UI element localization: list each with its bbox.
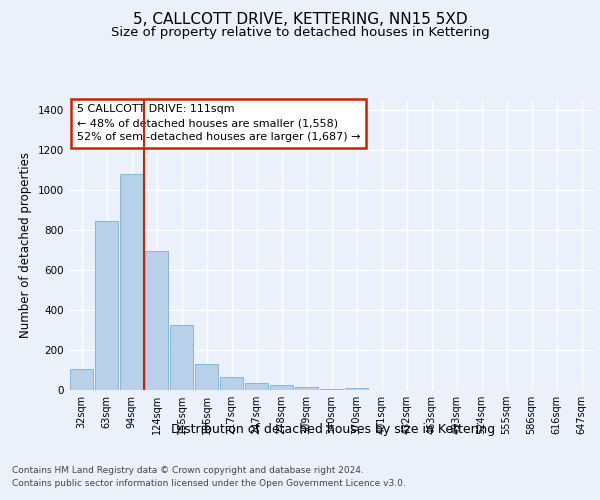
- Bar: [120, 174, 143, 390]
- Bar: [345, 388, 368, 390]
- Bar: [220, 377, 243, 390]
- Text: 5 CALLCOTT DRIVE: 111sqm
← 48% of detached houses are smaller (1,558)
52% of sem: 5 CALLCOTT DRIVE: 111sqm ← 48% of detach…: [77, 104, 361, 142]
- Bar: [170, 325, 193, 390]
- Text: 5, CALLCOTT DRIVE, KETTERING, NN15 5XD: 5, CALLCOTT DRIVE, KETTERING, NN15 5XD: [133, 12, 467, 28]
- Bar: [320, 388, 343, 390]
- Text: Contains HM Land Registry data © Crown copyright and database right 2024.: Contains HM Land Registry data © Crown c…: [12, 466, 364, 475]
- Bar: [245, 382, 268, 390]
- Text: Distribution of detached houses by size in Kettering: Distribution of detached houses by size …: [171, 422, 495, 436]
- Bar: [70, 368, 93, 390]
- Bar: [95, 222, 118, 390]
- Text: Size of property relative to detached houses in Kettering: Size of property relative to detached ho…: [110, 26, 490, 39]
- Text: Contains public sector information licensed under the Open Government Licence v3: Contains public sector information licen…: [12, 479, 406, 488]
- Y-axis label: Number of detached properties: Number of detached properties: [19, 152, 32, 338]
- Bar: [270, 384, 293, 390]
- Bar: [295, 386, 318, 390]
- Bar: [195, 364, 218, 390]
- Bar: [145, 252, 168, 390]
